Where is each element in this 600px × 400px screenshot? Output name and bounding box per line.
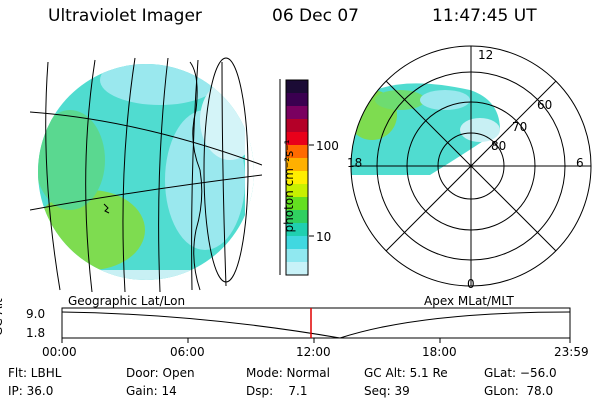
geo-map-label: Geographic Lat/Lon [68,294,186,308]
colorbar-band [286,210,308,224]
footer-glon: GLon: 78.0 [484,384,554,398]
altitude-ytick-low: 1.8 [26,326,46,340]
mlat-label-80: 80 [491,139,507,153]
date-label: 06 Dec 07 [272,6,359,26]
colorbar-band [286,145,308,159]
footer-door: Door: Open [126,366,195,380]
colorbar-tick-100: 100 [316,139,339,153]
colorbar-band [286,197,308,211]
footer-mode: Mode: Normal [246,366,330,380]
polar-grid [350,45,592,287]
instrument-title: Ultraviolet Imager [48,6,202,26]
orbit-curve-icon [189,57,249,291]
polar-plot-label: Apex MLat/MLT [424,294,514,308]
altitude-ytick-high: 9.0 [26,307,46,321]
xtick-1200: 12:00 [296,345,331,359]
colorbar-band [286,171,308,185]
colorbar-band [286,236,308,250]
mlat-label-60: 60 [537,98,553,112]
footer-filter: Flt: LBHL [8,366,62,380]
geo-emission-field [38,64,254,280]
footer-seq: Seq: 39 [364,384,410,398]
footer-glat: GLat: −56.0 [484,366,557,380]
time-label: 11:47:45 UT [432,6,537,26]
colorbar-band [286,223,308,237]
colorbar-band [286,158,308,172]
footer-gain: Gain: 14 [126,384,177,398]
geo-grid-lines [30,57,262,293]
colorbar-tick-10: 10 [316,230,332,244]
footer-ip: IP: 36.0 [8,384,54,398]
coastline-outline-icon [103,203,110,214]
mlt-label-6: 6 [576,156,584,170]
footer-dsp: Dsp: 7.1 [246,384,308,398]
colorbar-band [286,132,308,146]
colorbar-band [286,249,308,263]
mlt-label-18: 18 [347,156,363,170]
mlt-label-0: 0 [467,277,475,291]
colorbar-band [286,262,308,276]
mlt-label-12: 12 [478,48,494,62]
colorbar-band [286,80,308,94]
colorbar-band [286,106,308,120]
colorbar-band [286,119,308,133]
xtick-0000: 00:00 [42,345,77,359]
xtick-1800: 18:00 [422,345,457,359]
colorbar-gradient [286,80,308,276]
xtick-0600: 06:00 [170,345,205,359]
mlat-label-70: 70 [512,120,528,134]
colorbar-band [286,184,308,198]
altitude-ylabel: GC Alt [0,298,5,336]
altitude-curve [61,311,571,339]
colorbar-band [286,93,308,107]
footer-gc-alt: GC Alt: 5.1 Re [364,366,448,380]
polar-emission-field [351,83,500,175]
xtick-2359: 23:59 [554,345,589,359]
